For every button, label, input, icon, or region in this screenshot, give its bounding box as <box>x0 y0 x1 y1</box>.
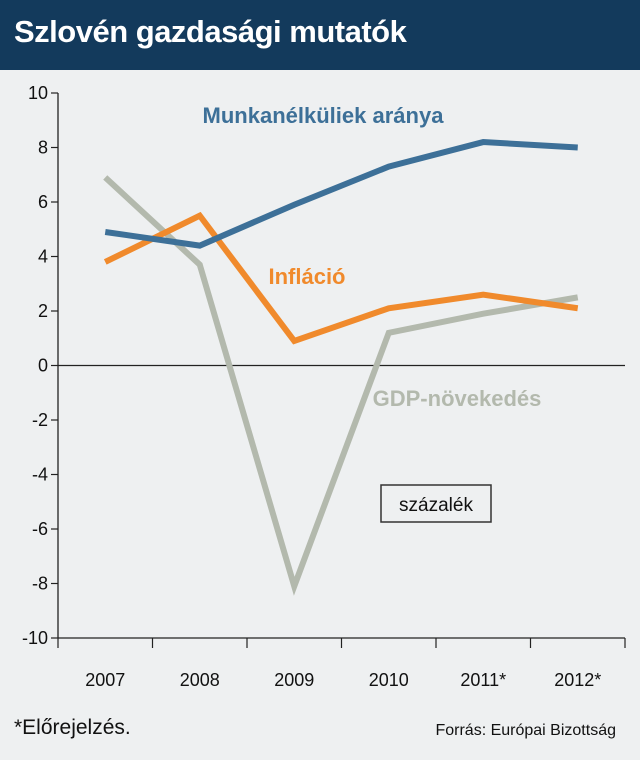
chart-title: Szlovén gazdasági mutatók <box>14 14 407 49</box>
x-tick-label: 2012* <box>554 670 601 690</box>
x-tick-label: 2007 <box>85 670 125 690</box>
y-tick-label: 2 <box>38 301 48 321</box>
source-note: Forrás: Európai Bizottság <box>435 722 616 739</box>
forecast-footnote: *Előrejelzés. <box>14 716 131 739</box>
y-tick-label: -10 <box>22 628 48 648</box>
unemployment-label: Munkanélküliek aránya <box>203 103 445 128</box>
y-tick-label: 0 <box>38 356 48 376</box>
x-tick-label: 2011* <box>460 670 506 690</box>
title-bar: Szlovén gazdasági mutatók <box>0 0 640 70</box>
y-tick-label: 4 <box>38 247 48 267</box>
gdp-growth-label: GDP-növekedés <box>373 386 542 411</box>
unemployment-line <box>104 139 578 249</box>
x-tick-label: 2009 <box>274 670 314 690</box>
unit-box <box>380 484 492 523</box>
y-tick-label: -6 <box>32 519 48 539</box>
y-tick-label: -4 <box>32 465 48 485</box>
gdp-growth-line <box>103 175 579 596</box>
y-tick-label: -2 <box>32 410 48 430</box>
x-tick-label: 2008 <box>180 670 220 690</box>
inflation-label: Infláció <box>268 264 345 289</box>
inflation-line <box>103 211 579 345</box>
y-tick-label: 6 <box>38 192 48 212</box>
y-tick-label: 8 <box>38 138 48 158</box>
x-tick-label: 2010 <box>369 670 409 690</box>
y-tick-label: -8 <box>32 574 48 594</box>
y-tick-label: 10 <box>28 83 48 103</box>
unit-label: százalék <box>399 495 473 516</box>
